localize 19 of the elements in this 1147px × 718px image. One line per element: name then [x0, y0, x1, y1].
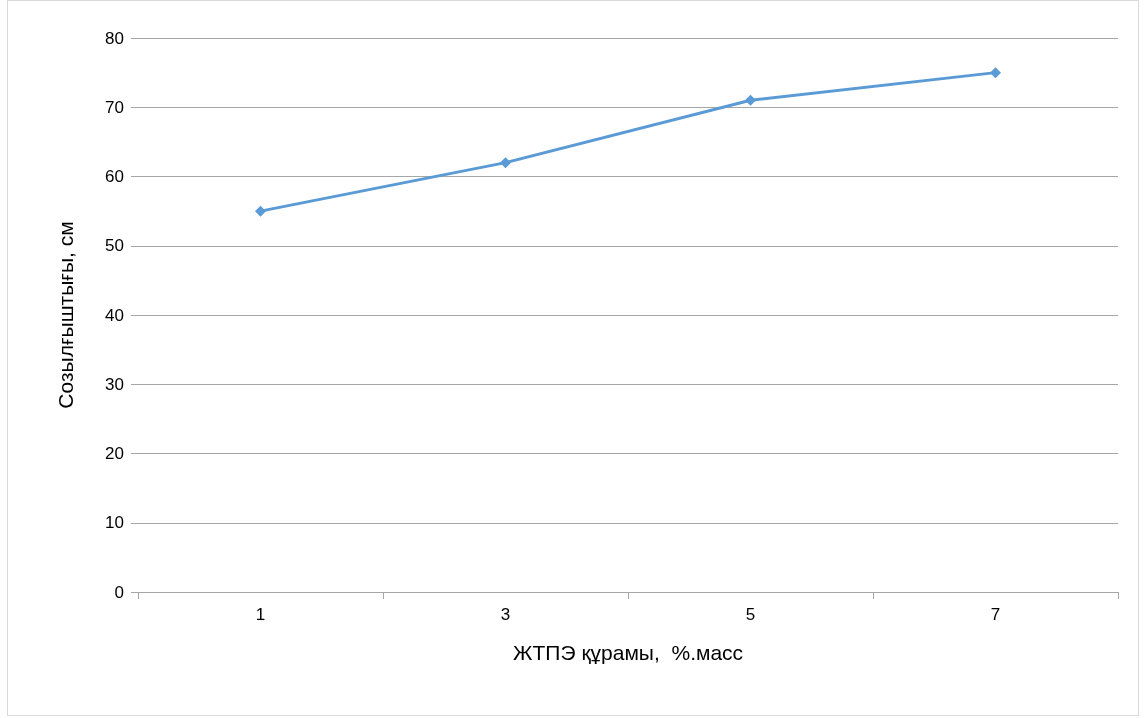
point [500, 157, 511, 169]
y-axis-title: Созылғыштығы, см [54, 221, 77, 409]
point [255, 205, 266, 217]
x-tick-label: 1 [255, 605, 266, 624]
x-tick-label: 3 [500, 605, 511, 624]
y-tick-label: 60 [105, 167, 124, 186]
y-tick-label: 40 [105, 305, 124, 325]
x-tick-label: 7 [990, 605, 1001, 624]
point [990, 67, 1001, 79]
y-tick-label: 20 [105, 444, 124, 463]
y-tick-label: 70 [105, 97, 124, 117]
y-tick-label: 50 [105, 236, 124, 256]
y-tick-label: 30 [105, 374, 124, 394]
y-tick-label: 0 [114, 582, 124, 602]
y-tick-label: 80 [105, 28, 124, 48]
point [745, 94, 756, 106]
y-tick-label: 10 [105, 513, 124, 533]
x-tick-label: 5 [745, 605, 756, 624]
x-axis-title: ЖТПЭ құрамы, %.масс [512, 641, 744, 664]
